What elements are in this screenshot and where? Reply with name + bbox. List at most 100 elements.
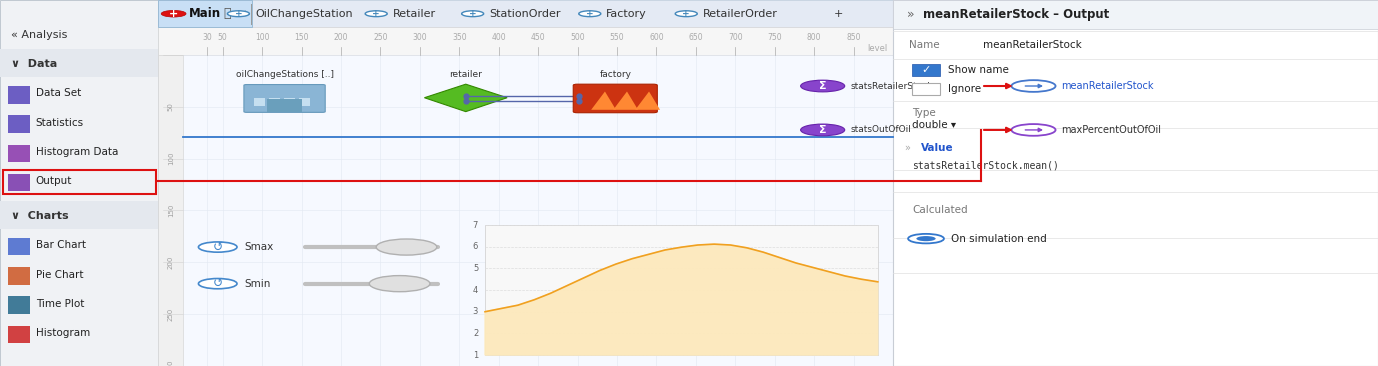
Circle shape: [198, 279, 237, 289]
Bar: [158, 27, 893, 55]
Text: 750: 750: [768, 33, 781, 42]
Text: Σ: Σ: [819, 125, 827, 135]
Polygon shape: [635, 92, 660, 110]
Text: 850: 850: [846, 33, 861, 42]
Text: Ignore: Ignore: [948, 84, 981, 94]
Text: 200: 200: [168, 255, 174, 269]
Text: oilChangeStations [..]: oilChangeStations [..]: [236, 70, 335, 79]
Text: 30: 30: [203, 33, 212, 42]
Circle shape: [227, 11, 249, 17]
Text: 650: 650: [689, 33, 703, 42]
Text: Main: Main: [189, 7, 220, 20]
Text: 400: 400: [492, 33, 506, 42]
FancyBboxPatch shape: [244, 85, 325, 112]
Circle shape: [462, 11, 484, 17]
Text: Output: Output: [36, 176, 72, 186]
Text: factory: factory: [599, 70, 633, 79]
Bar: [912, 83, 940, 95]
Text: StationOrder: StationOrder: [489, 9, 561, 19]
Text: ∨  Data: ∨ Data: [11, 59, 58, 69]
Text: 50: 50: [218, 33, 227, 42]
Text: 450: 450: [531, 33, 546, 42]
Bar: [8, 174, 30, 191]
Text: +: +: [834, 9, 843, 19]
Text: ∨  Charts: ∨ Charts: [11, 211, 69, 221]
Text: 800: 800: [808, 33, 821, 42]
Text: 2: 2: [473, 329, 478, 338]
Text: Smax: Smax: [244, 242, 273, 252]
Bar: [267, 99, 302, 112]
Text: statsOutOfOil: statsOutOfOil: [850, 126, 911, 134]
Bar: [8, 267, 30, 285]
Bar: [8, 296, 30, 314]
Text: +: +: [586, 9, 594, 18]
Text: RetailerOrder: RetailerOrder: [703, 9, 777, 19]
Circle shape: [801, 80, 845, 92]
FancyBboxPatch shape: [573, 84, 657, 113]
Text: 3: 3: [473, 307, 478, 316]
Text: 250: 250: [168, 307, 174, 321]
Bar: [8, 326, 30, 343]
Bar: [0, 0, 158, 366]
Bar: [158, 0, 893, 27]
Text: 1: 1: [473, 351, 478, 359]
Text: double ▾: double ▾: [912, 120, 956, 130]
Text: +: +: [372, 9, 380, 18]
Text: Histogram Data: Histogram Data: [36, 147, 119, 157]
Circle shape: [916, 236, 936, 241]
Bar: [8, 86, 30, 104]
Text: Type: Type: [912, 108, 936, 119]
Text: 6: 6: [473, 242, 478, 251]
Bar: [893, 0, 1378, 366]
Text: 300: 300: [168, 359, 174, 366]
Polygon shape: [485, 244, 878, 355]
Text: 300: 300: [412, 33, 427, 42]
Text: 200: 200: [333, 33, 349, 42]
Text: Bar Chart: Bar Chart: [36, 240, 85, 250]
Text: Pie Chart: Pie Chart: [36, 269, 83, 280]
Polygon shape: [591, 92, 616, 110]
Circle shape: [161, 10, 186, 17]
Text: ✓: ✓: [922, 65, 930, 75]
Text: 7: 7: [473, 221, 478, 229]
Text: Time Plot: Time Plot: [36, 299, 84, 309]
Text: statsRetailerStock.mean(): statsRetailerStock.mean(): [912, 160, 1060, 171]
Text: 50: 50: [168, 102, 174, 111]
Text: retailer: retailer: [449, 70, 482, 79]
Bar: [485, 225, 878, 355]
Text: ✕: ✕: [238, 9, 247, 19]
Bar: [0, 49, 158, 77]
Text: statsRetailerStock: statsRetailerStock: [850, 82, 933, 90]
Bar: [0, 201, 158, 229]
Bar: [183, 55, 893, 366]
Bar: [299, 98, 310, 106]
Text: ↺: ↺: [212, 240, 223, 254]
Text: Data Set: Data Set: [36, 88, 81, 98]
Bar: [269, 98, 280, 106]
Text: +: +: [234, 9, 243, 18]
Bar: [912, 64, 940, 76]
Text: On simulation end: On simulation end: [951, 234, 1046, 244]
Text: 150: 150: [168, 204, 174, 217]
Circle shape: [579, 11, 601, 17]
Bar: [254, 98, 265, 106]
Circle shape: [908, 234, 944, 243]
Circle shape: [1011, 80, 1056, 92]
Text: 250: 250: [373, 33, 387, 42]
Text: « Analysis: « Analysis: [11, 30, 68, 40]
Text: 100: 100: [168, 152, 174, 165]
Bar: [3, 170, 156, 194]
Text: meanRetailerStock: meanRetailerStock: [1061, 81, 1153, 91]
Bar: [284, 98, 295, 106]
Text: 150: 150: [295, 33, 309, 42]
Circle shape: [675, 11, 697, 17]
Text: 5: 5: [473, 264, 478, 273]
Text: 350: 350: [452, 33, 467, 42]
Text: 600: 600: [649, 33, 664, 42]
Bar: [8, 145, 30, 162]
Circle shape: [1011, 124, 1056, 136]
Polygon shape: [613, 92, 638, 110]
Text: 100: 100: [255, 33, 269, 42]
Text: Statistics: Statistics: [36, 117, 84, 128]
Text: +: +: [469, 9, 477, 18]
